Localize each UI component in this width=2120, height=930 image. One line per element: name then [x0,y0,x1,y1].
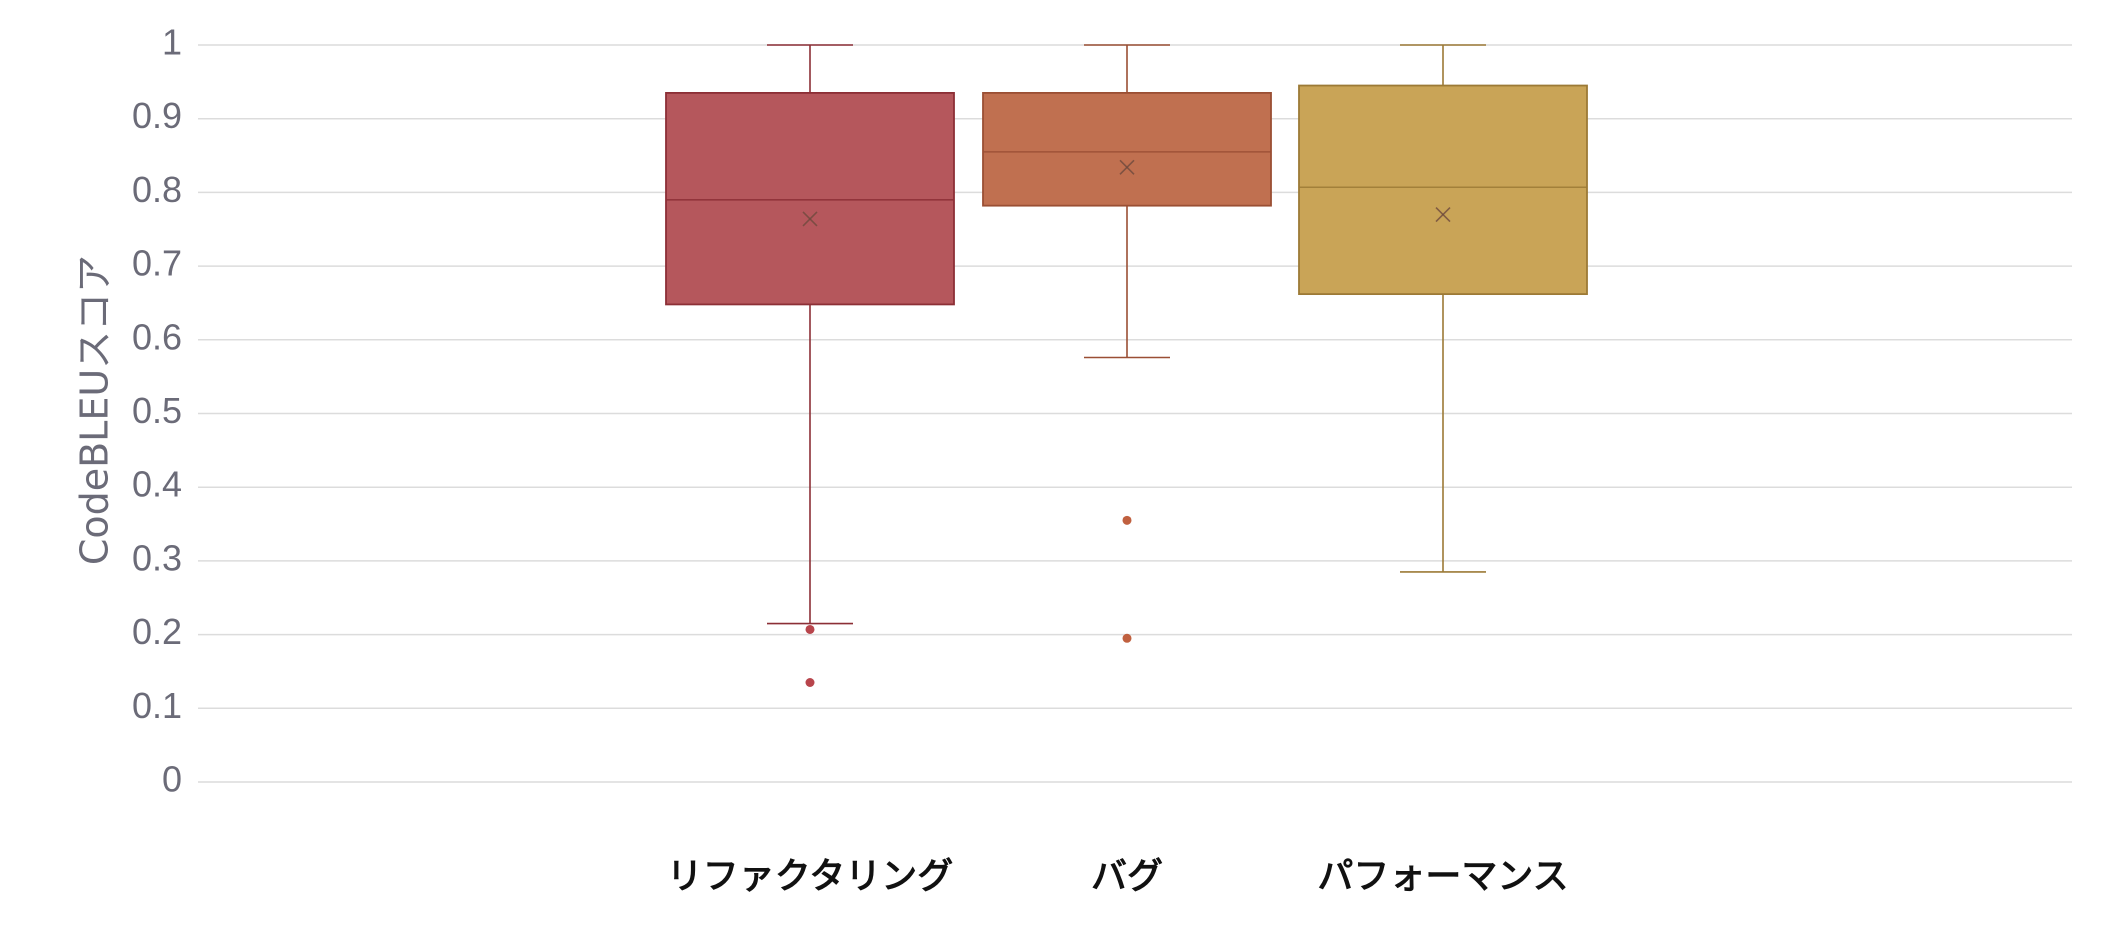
y-tick-label: 0.1 [132,685,182,726]
y-tick-label: 0 [162,759,182,800]
y-tick-label: 0.8 [132,169,182,210]
mean-marker [1119,159,1135,175]
y-axis-label: CodeBLEUスコア [73,255,117,565]
y-tick-label: 0.6 [132,316,182,357]
y-tick-label: 0.3 [132,537,182,578]
mean-marker [802,211,818,227]
box-iqr [665,92,955,306]
x-category-label: リファクタリング [667,856,954,897]
outlier-point [1122,633,1132,643]
x-axis-categories: リファクタリング バグ パフォーマンス [667,856,1569,897]
outlier-point [805,678,815,688]
y-axis-ticks: 0 0.1 0.2 0.3 0.4 0.5 0.6 0.7 0.8 0.9 1 [132,22,182,800]
box-group [982,44,1272,643]
outlier-point [1122,515,1132,525]
outlier-point [805,624,815,634]
y-tick-label: 0.7 [132,243,182,284]
y-tick-label: 0.2 [132,611,182,652]
box-group [1298,44,1588,573]
x-category-label: バグ [1091,856,1163,897]
mean-marker [1435,206,1451,223]
box-iqr [1298,84,1588,296]
y-tick-label: 0.5 [132,390,182,431]
y-tick-label: 1 [162,22,182,63]
x-category-label: パフォーマンス [1317,856,1568,897]
box-iqr [982,92,1272,207]
y-tick-label: 0.9 [132,95,182,136]
box-group [665,44,955,688]
y-tick-label: 0.4 [132,464,182,505]
boxes [665,44,1588,688]
